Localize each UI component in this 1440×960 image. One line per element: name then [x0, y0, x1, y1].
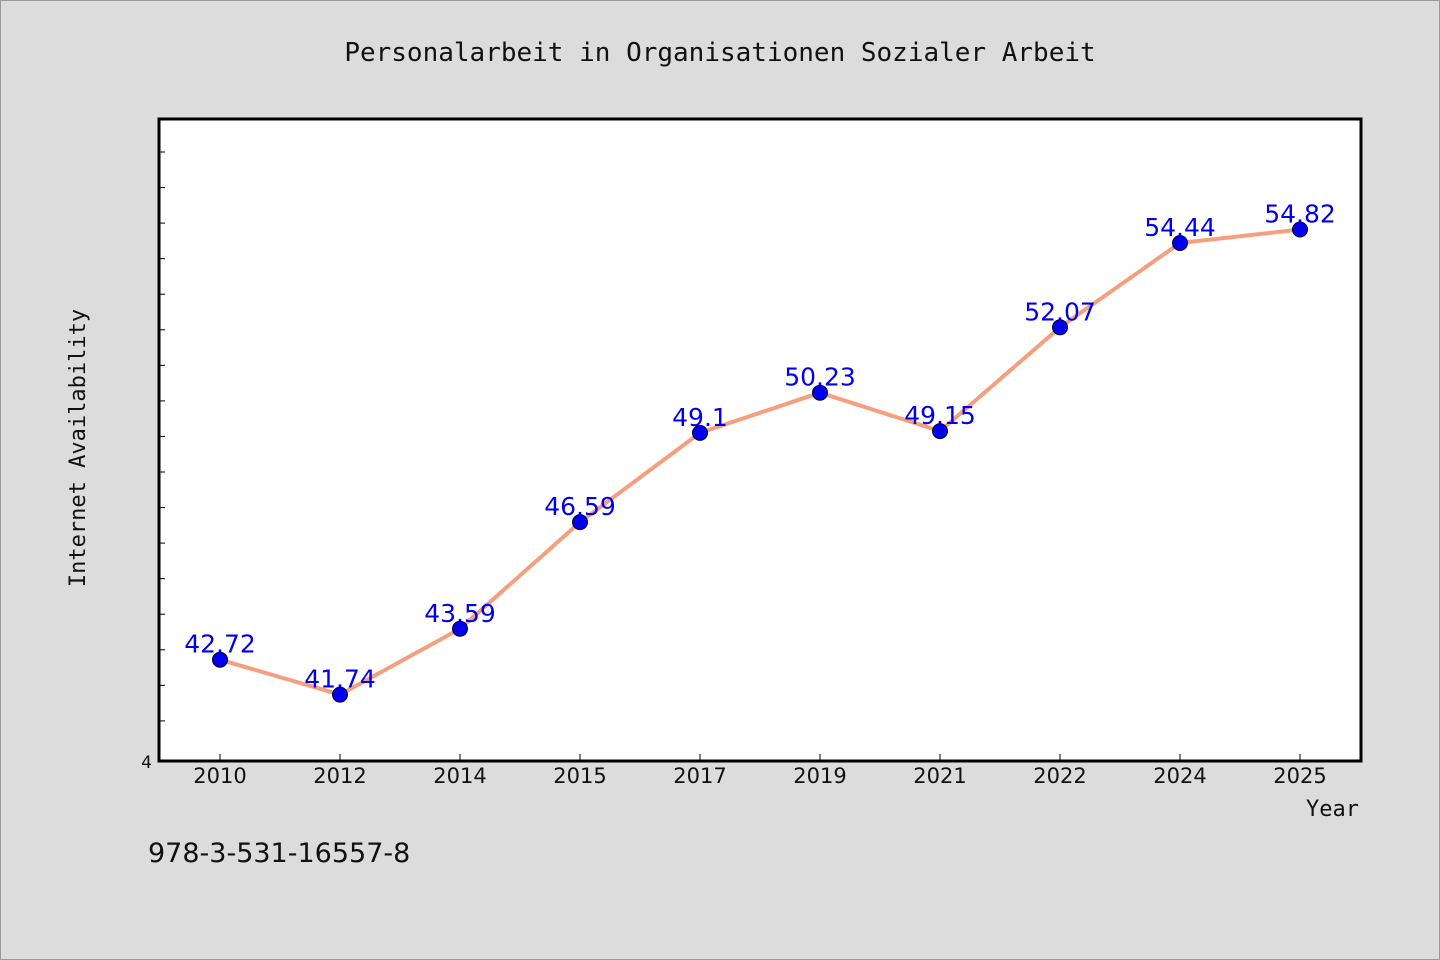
plot-area	[157, 117, 1363, 763]
x-tick-label: 2010	[193, 764, 246, 788]
chart-title: Personalarbeit in Organisationen Soziale…	[344, 38, 1095, 68]
data-point-marker	[932, 423, 948, 440]
data-points	[212, 221, 1308, 703]
x-axis-title: Year	[1306, 797, 1359, 822]
data-labels: 42.72 41.74 43.59 46.59 49.1 50.23 49.15 52.07 5…	[184, 200, 1336, 694]
data-point-marker	[452, 620, 468, 637]
data-point-marker	[332, 686, 348, 703]
data-value-label: 54.82	[1264, 200, 1336, 229]
data-value-label: 49.1	[672, 403, 728, 432]
data-point-marker	[812, 384, 828, 401]
data-point-marker	[572, 514, 588, 531]
x-tick-label: 2021	[913, 764, 966, 788]
y-axis-title: Internet Availability	[66, 309, 91, 587]
data-value-label: 41.74	[304, 665, 376, 694]
data-point-marker	[1292, 221, 1308, 238]
data-point-marker	[212, 651, 228, 668]
x-axis: 2010 2012 2014 2015 2017 2019 2021 2022 2024 2025	[193, 754, 1327, 788]
data-point-marker	[692, 424, 708, 441]
data-value-label: 50.23	[784, 363, 856, 392]
x-tick-label: 2025	[1273, 764, 1326, 788]
data-value-label: 42.72	[184, 630, 256, 659]
x-tick-label: 2022	[1033, 764, 1086, 788]
x-tick-label: 2024	[1153, 764, 1206, 788]
y-tick-label: 4	[141, 753, 152, 773]
data-point-marker	[1052, 319, 1068, 336]
data-value-label: 49.15	[904, 401, 976, 430]
isbn-footnote: 978-3-531-16557-8	[148, 838, 410, 869]
data-value-label: 46.59	[544, 492, 616, 521]
data-value-label: 52.07	[1024, 297, 1096, 326]
x-tick-label: 2012	[313, 764, 366, 788]
x-tick-label: 2017	[673, 764, 726, 788]
data-value-label: 54.44	[1144, 213, 1216, 242]
series-line	[218, 227, 1302, 697]
y-axis-ticks	[160, 151, 165, 722]
data-value-label: 43.59	[424, 599, 496, 628]
data-point-marker	[1172, 235, 1188, 251]
x-tick-label: 2015	[553, 764, 606, 788]
x-tick-label: 2019	[793, 764, 846, 788]
x-tick-label: 2014	[433, 764, 486, 788]
